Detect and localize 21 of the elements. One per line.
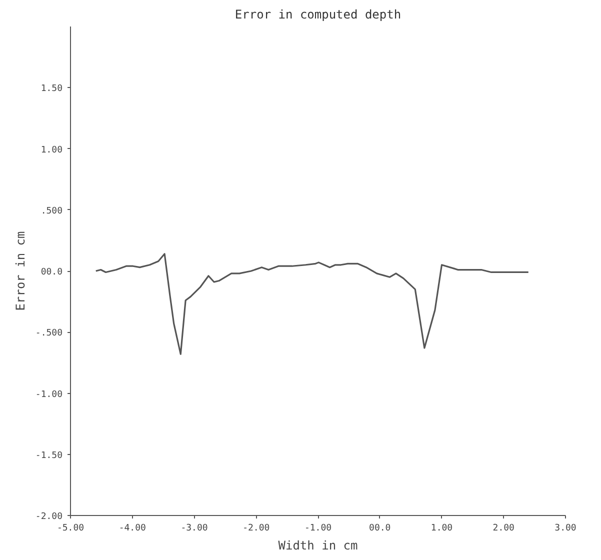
x-tick-label: -5.00: [56, 524, 84, 534]
y-tick-label: 1.00: [40, 145, 63, 156]
chart-title: Error in computed depth: [234, 8, 402, 22]
y-tick-label: 1.50: [40, 84, 63, 94]
x-tick-label: 1.00: [430, 524, 453, 534]
y-tick-label: -1.00: [35, 390, 62, 400]
y-axis-title: Error in cm: [13, 231, 28, 311]
y-tick-label: .500: [40, 206, 63, 216]
line-series: [95, 253, 530, 355]
x-axis-title: Width in cm: [278, 538, 358, 552]
x-tick-label: -3.00: [180, 524, 208, 534]
x-tick-label: 00.0: [369, 524, 391, 534]
x-tick-label: 2.00: [492, 524, 514, 534]
y-tick-label: -1.50: [35, 450, 62, 461]
x-tick-label: -4.00: [118, 524, 146, 534]
y-tick-label: -.500: [35, 328, 62, 339]
y-tick-label: 00.0: [40, 268, 63, 278]
x-tick-label: -2.00: [242, 524, 270, 534]
y-tick-label: -2.00: [35, 512, 62, 522]
x-tick-label: -1.00: [304, 524, 332, 534]
x-tick-label: 3.00: [554, 524, 576, 534]
